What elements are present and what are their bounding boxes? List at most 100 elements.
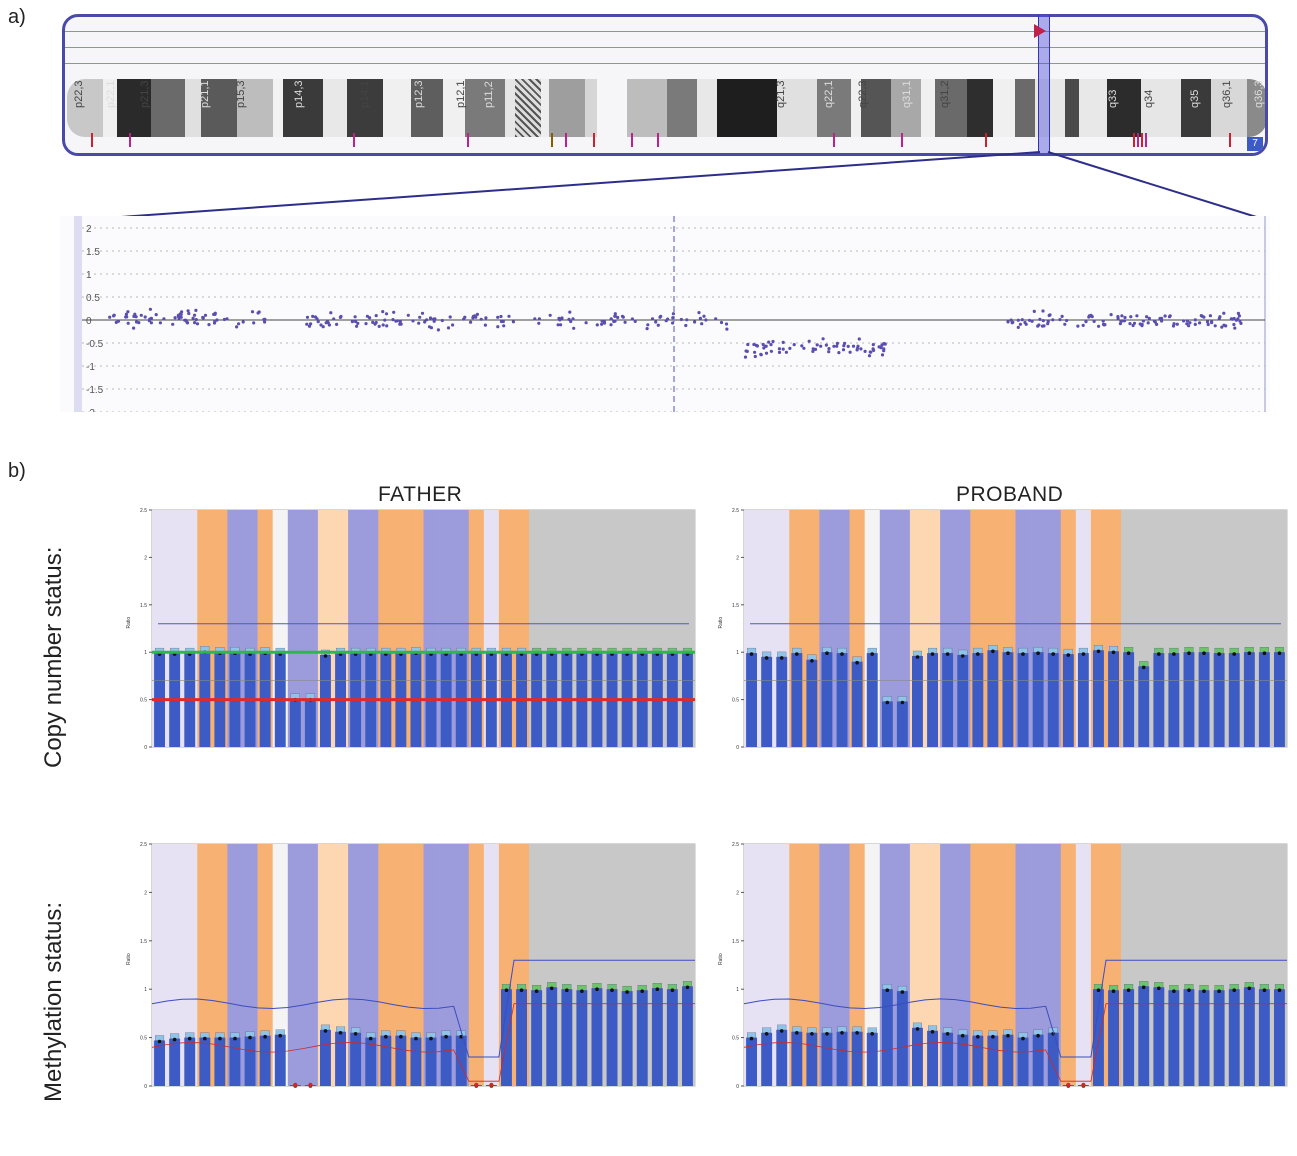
bar-cap bbox=[426, 1032, 436, 1038]
bar bbox=[169, 653, 181, 747]
chromosome-band bbox=[851, 79, 861, 137]
bar-dot bbox=[368, 652, 373, 656]
probe-shading bbox=[559, 844, 575, 1086]
bar-cap bbox=[336, 1026, 346, 1032]
bar-cap bbox=[837, 647, 847, 654]
probe-shading bbox=[1241, 844, 1258, 1086]
data-point bbox=[1213, 324, 1217, 328]
bar bbox=[395, 1035, 407, 1086]
cnv-tick bbox=[1229, 133, 1231, 147]
bar bbox=[1032, 1034, 1044, 1086]
data-point bbox=[329, 311, 333, 315]
bar-cap bbox=[897, 985, 907, 992]
data-point bbox=[237, 322, 241, 326]
bar-dot bbox=[519, 652, 524, 656]
selection-marker-icon[interactable] bbox=[1034, 24, 1046, 38]
bar bbox=[1062, 1085, 1074, 1086]
data-point bbox=[1027, 318, 1032, 322]
probe-shading bbox=[574, 844, 590, 1086]
bar-cap bbox=[577, 985, 587, 991]
bar bbox=[836, 653, 848, 747]
bar-dot bbox=[976, 652, 980, 656]
probe-shading bbox=[393, 510, 409, 747]
region-selection[interactable] bbox=[1038, 15, 1050, 154]
data-point bbox=[1160, 316, 1164, 320]
bar-dot bbox=[565, 652, 569, 656]
probe-shading bbox=[894, 510, 911, 747]
bar-dot bbox=[1187, 651, 1191, 655]
bar-dot bbox=[1247, 651, 1252, 655]
bar-dot bbox=[870, 652, 874, 656]
bar-cap bbox=[1274, 984, 1284, 990]
bar bbox=[274, 1034, 286, 1086]
bar-dot bbox=[172, 652, 177, 656]
probe-shading bbox=[242, 510, 258, 747]
probe-shading bbox=[167, 510, 183, 747]
data-point bbox=[1128, 322, 1132, 326]
bar bbox=[666, 989, 678, 1086]
chromosome-ideogram[interactable]: p22,3p22,1p21,3p21,1p15,3p14,3p14,1p12,3… bbox=[62, 14, 1268, 156]
bar bbox=[380, 653, 392, 747]
bar-cap bbox=[792, 647, 802, 654]
probe-shading bbox=[1030, 844, 1046, 1086]
data-point bbox=[613, 314, 617, 318]
chromosome-band bbox=[347, 79, 383, 137]
probe-shading bbox=[423, 844, 439, 1086]
chromosome-band bbox=[627, 79, 667, 137]
data-point bbox=[475, 312, 479, 316]
bar bbox=[154, 653, 165, 747]
data-point bbox=[496, 325, 500, 329]
data-point bbox=[821, 337, 825, 341]
bar-cap bbox=[1184, 984, 1194, 990]
bar bbox=[470, 1085, 482, 1086]
cnv-tick bbox=[1133, 133, 1135, 147]
bar-cap bbox=[517, 984, 527, 990]
probe-shading bbox=[348, 844, 364, 1086]
probe-shading bbox=[483, 844, 500, 1086]
chromosome-band bbox=[1035, 79, 1065, 137]
y-tick-label: 1.5 bbox=[86, 247, 100, 258]
bar-cap bbox=[777, 1024, 787, 1031]
y-tick-label: 1 bbox=[86, 270, 92, 281]
data-point bbox=[184, 318, 188, 322]
bar-cap bbox=[155, 647, 165, 654]
probe-shading bbox=[468, 844, 485, 1086]
probe-shading bbox=[985, 510, 1001, 747]
y-tick-label: -1.5 bbox=[86, 385, 104, 396]
probe-shading bbox=[789, 510, 805, 747]
bar-dot bbox=[764, 1032, 769, 1036]
bar bbox=[791, 1031, 803, 1086]
bar-cap bbox=[290, 693, 300, 699]
bar-dot bbox=[218, 1036, 222, 1041]
bar bbox=[365, 1037, 377, 1086]
zero-dot bbox=[1066, 1082, 1071, 1088]
bar-cap bbox=[185, 1032, 195, 1038]
y-tick-label: 0.5 bbox=[732, 1036, 739, 1042]
cnv-tick bbox=[1145, 133, 1147, 147]
bar bbox=[896, 991, 908, 1086]
bar-cap bbox=[260, 647, 270, 653]
cnv-tick bbox=[985, 133, 987, 147]
data-point bbox=[1046, 320, 1050, 324]
bar-dot bbox=[1277, 651, 1282, 655]
probe-shading bbox=[879, 844, 896, 1086]
data-point bbox=[1193, 322, 1197, 326]
probe-shading bbox=[664, 844, 681, 1086]
probe-shading bbox=[317, 844, 334, 1086]
bar bbox=[791, 653, 803, 747]
data-point bbox=[1199, 314, 1203, 318]
data-point bbox=[1175, 322, 1179, 326]
data-point bbox=[859, 347, 863, 351]
bar-cap bbox=[592, 647, 602, 654]
data-point bbox=[835, 341, 840, 345]
data-point bbox=[353, 315, 357, 319]
y-tick-label: -0.5 bbox=[86, 339, 104, 350]
probe-shading bbox=[453, 510, 470, 747]
probe-shading bbox=[985, 844, 1001, 1086]
bar-dot bbox=[1111, 989, 1116, 993]
bar bbox=[1077, 1085, 1089, 1086]
data-point bbox=[869, 350, 873, 354]
data-point bbox=[623, 320, 627, 324]
bar-dot bbox=[625, 990, 629, 994]
data-point bbox=[659, 314, 663, 318]
